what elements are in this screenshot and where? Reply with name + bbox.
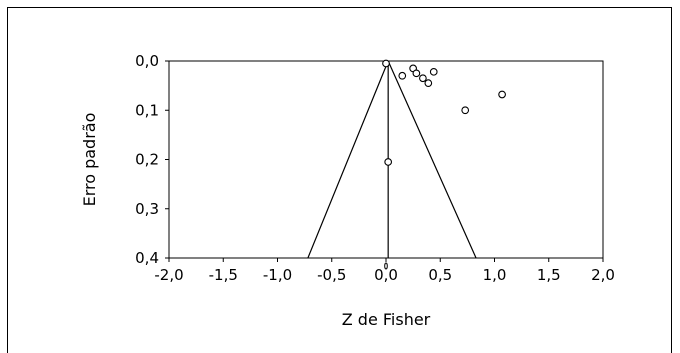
- x-tick-label: -2,0: [154, 266, 183, 284]
- data-point: [412, 69, 421, 78]
- x-tick-label: 0,5: [428, 266, 452, 284]
- x-tick-label: 1,0: [483, 266, 507, 284]
- y-tick-label: 0,2: [135, 151, 159, 169]
- x-tick-label: -1,5: [209, 266, 238, 284]
- data-point: [398, 71, 407, 80]
- data-point: [498, 90, 506, 99]
- data-point: [419, 74, 427, 83]
- x-tick-label: 0,0: [374, 266, 398, 284]
- y-tick-label: 0,4: [135, 249, 159, 267]
- chart-frame: [7, 7, 672, 353]
- y-axis-ticks: 0,0 0,1 0,2 0,3 0,4: [135, 52, 169, 267]
- data-point: [382, 59, 390, 68]
- funnel-left-line: [307, 60, 389, 259]
- x-axis-ticks: -2,0 -1,5 -1,0 -0,5 0,0 0,5 1,0 1,5 2,0: [154, 258, 615, 284]
- zero-tick-marker: [384, 262, 388, 270]
- x-tick-label: 1,5: [537, 266, 561, 284]
- y-axis-title: Erro padrão: [80, 113, 99, 207]
- data-points: [382, 59, 506, 270]
- y-tick-label: 0,0: [135, 52, 159, 70]
- y-tick-label: 0,3: [135, 200, 159, 218]
- x-tick-label: -0,5: [317, 266, 346, 284]
- data-point: [429, 67, 438, 76]
- x-tick-label: 2,0: [591, 266, 615, 284]
- data-point: [384, 158, 393, 166]
- y-tick-label: 0,1: [135, 101, 159, 119]
- data-point: [461, 106, 470, 115]
- funnel-right-line: [387, 60, 477, 259]
- funnel-lines: [307, 60, 477, 259]
- data-point: [424, 79, 433, 88]
- x-tick-label: -1,0: [263, 266, 292, 284]
- x-axis-title: Z de Fisher: [342, 310, 431, 329]
